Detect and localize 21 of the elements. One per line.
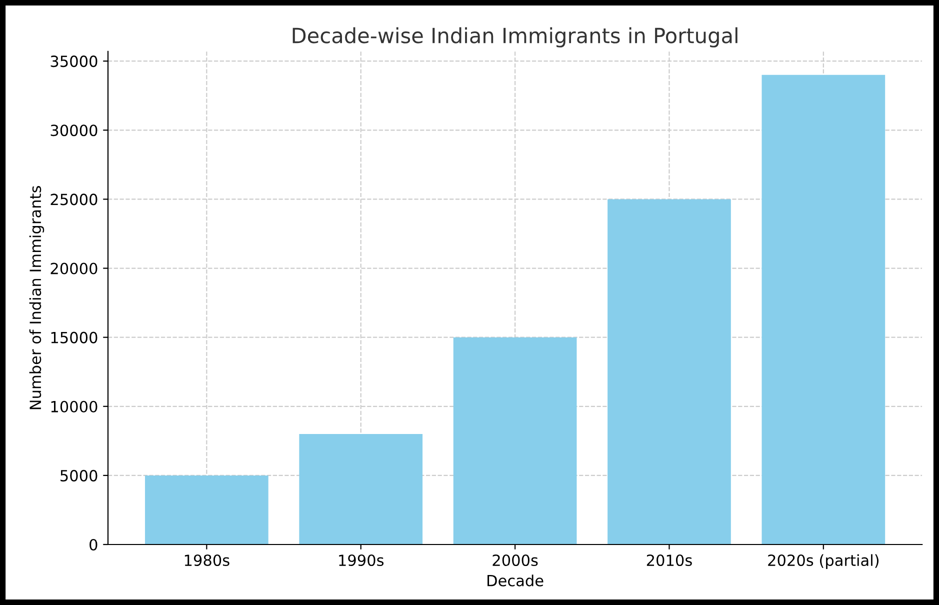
x-tick-label: 2000s: [492, 554, 538, 566]
y-tick-label: 15000: [51, 332, 98, 344]
y-tick-label: 25000: [50, 194, 98, 206]
bar: [608, 199, 731, 544]
x-tick-label: 1980s: [184, 554, 230, 566]
bar: [144, 475, 268, 544]
y-tick-label: 10000: [51, 400, 98, 412]
x-tick-label: 2010s: [646, 554, 692, 566]
bar: [762, 74, 886, 544]
bar: [453, 337, 577, 544]
y-tick-label: 35000: [50, 56, 98, 68]
y-tick-label: 30000: [50, 124, 98, 136]
x-axis-title: Decade: [488, 574, 544, 586]
bar: [299, 434, 423, 544]
x-tick-label: 1990s: [339, 554, 384, 566]
x-tick-label: 2020s (partial): [768, 554, 879, 570]
y-tick-label: 20000: [50, 262, 98, 274]
chart-title: Decade-wise Indian Immigrants in Portugal: [292, 27, 738, 48]
y-tick-label: 5000: [60, 470, 98, 482]
y-tick-label: 0: [90, 538, 98, 551]
y-axis-title: Number of Indian Immigrants: [29, 186, 44, 410]
